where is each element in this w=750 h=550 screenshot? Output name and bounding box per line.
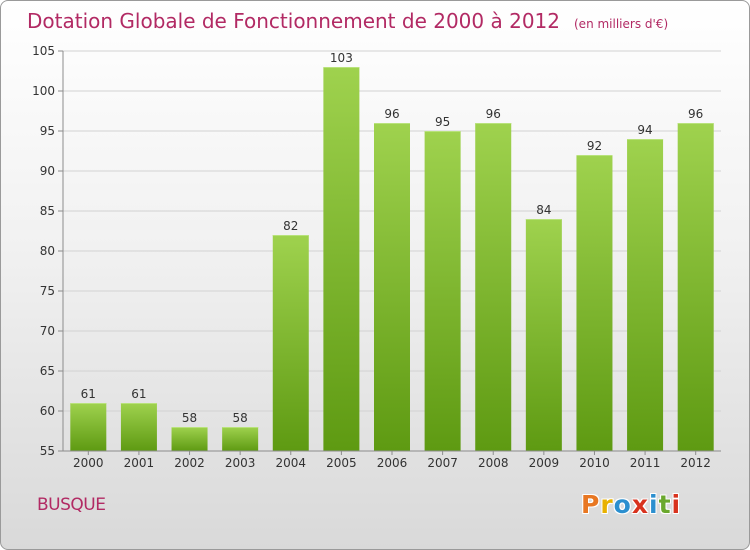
bar-2008 [475,123,512,451]
y-tick-label: 95 [40,124,55,138]
data-label-2010: 92 [587,139,602,153]
data-label-2007: 95 [435,115,450,129]
y-tick-label: 105 [32,44,55,58]
data-label-2004: 82 [283,219,298,233]
data-label-2008: 96 [486,107,501,121]
axes: 55 60 65 70 75 80 85 90 95 100 105 2000 2001 2002 2003… [32,44,721,470]
y-tick-label: 90 [40,164,55,178]
logo-letter: i [671,490,682,519]
x-tick-label-2001: 2001 [124,456,155,470]
chart-title: Dotation Globale de Fonctionnement de 20… [27,9,668,33]
bar-2005 [323,67,360,451]
logo-letter: o [613,490,632,519]
bar-series: 61 61 58 58 82 103 96 95 96 84 92 94 96 [70,51,714,451]
data-label-2005: 103 [330,51,353,65]
bar-2003 [222,427,259,451]
proxiti-logo: Proxiti [581,490,681,519]
y-tick-label: 60 [40,404,55,418]
y-tick-label: 75 [40,284,55,298]
x-tick-label-2007: 2007 [427,456,458,470]
data-label-2002: 58 [182,411,197,425]
chart-title-text: Dotation Globale de Fonctionnement de 20… [27,9,560,33]
x-tick-label-2006: 2006 [377,456,408,470]
bar-2007 [424,131,461,451]
x-tick-label-2008: 2008 [478,456,509,470]
logo-letter: i [649,490,659,519]
bar-2004 [272,235,309,451]
bar-2009 [525,219,562,451]
bar-2000 [70,403,107,451]
x-tick-label-2012: 2012 [680,456,711,470]
x-tick-label-2009: 2009 [529,456,560,470]
bar-2011 [627,139,664,451]
logo-letter: P [581,490,601,519]
y-tick-label: 55 [40,444,55,458]
y-tick-label: 100 [32,84,55,98]
x-tick-label-2000: 2000 [73,456,104,470]
commune-name: BUSQUE [37,495,106,515]
x-tick-label-2002: 2002 [174,456,205,470]
data-label-2006: 96 [384,107,399,121]
data-label-2012: 96 [688,107,703,121]
logo-letter: t [658,490,672,519]
y-tick-label: 80 [40,244,55,258]
y-tick-label: 65 [40,364,55,378]
x-tick-label-2005: 2005 [326,456,357,470]
y-tick-label: 85 [40,204,55,218]
logo-letter: x [631,490,649,519]
y-tick-label: 70 [40,324,55,338]
bar-2010 [576,155,613,451]
bar-2012 [677,123,714,451]
bar-2001 [120,403,157,451]
x-tick-label-2010: 2010 [579,456,610,470]
chart-unit-note: (en milliers d'€) [574,17,669,31]
data-label-2009: 84 [536,203,551,217]
bar-2002 [171,427,208,451]
x-tick-label-2004: 2004 [275,456,306,470]
bar-2006 [374,123,410,451]
logo-letter: r [600,490,614,519]
data-label-2000: 61 [81,387,96,401]
data-label-2001: 61 [131,387,146,401]
data-label-2011: 94 [637,123,652,137]
x-tick-label-2011: 2011 [630,456,661,470]
data-label-2003: 58 [233,411,248,425]
x-tick-label-2003: 2003 [225,456,256,470]
